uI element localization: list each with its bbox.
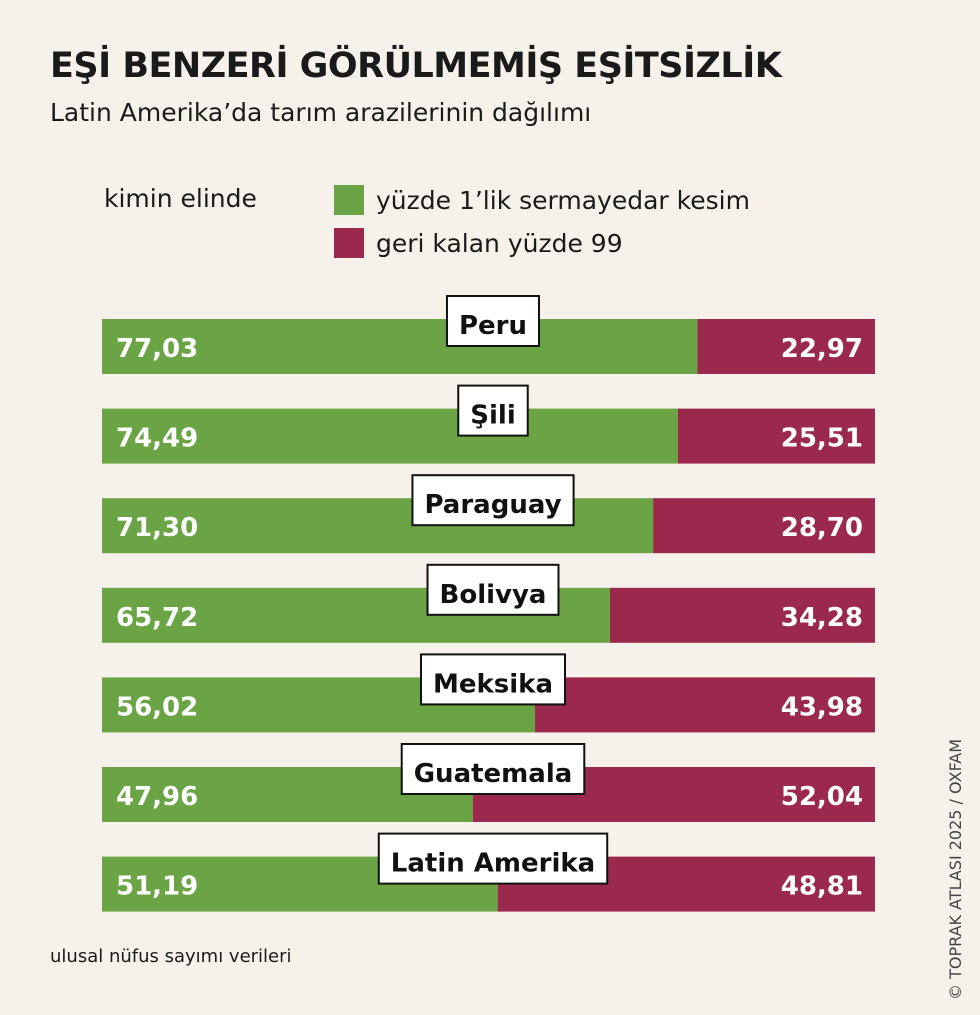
- bar-rest99: [697, 319, 875, 374]
- chart-title: EŞİ BENZERİ GÖRÜLMEMİŞ EŞİTSİZLİK: [50, 46, 782, 86]
- legend-text: yüzde 1’lik sermayedar kesim: [376, 185, 750, 215]
- value-label-rest99: 34,28: [781, 603, 863, 633]
- value-label-rest99: 28,70: [781, 513, 863, 543]
- legend-item-top1: yüzde 1’lik sermayedar kesim: [334, 185, 750, 215]
- category-label: Şili: [470, 401, 515, 431]
- bar-rest99: [677, 408, 875, 464]
- value-label-top1: 74,49: [116, 424, 198, 454]
- chart-subtitle: Latin Amerika’da tarım arazilerinin dağı…: [50, 98, 592, 127]
- category-label: Meksika: [433, 669, 553, 699]
- value-label-top1: 47,96: [116, 782, 198, 812]
- category-label: Latin Amerika: [391, 849, 595, 879]
- category-label: Paraguay: [424, 490, 561, 520]
- value-label-rest99: 43,98: [781, 692, 863, 722]
- bar-rest99: [653, 498, 875, 554]
- bar-rest99: [535, 677, 875, 733]
- legend-text: geri kalan yüzde 99: [376, 228, 623, 258]
- value-label-top1: 65,72: [116, 603, 198, 633]
- value-label-rest99: 48,81: [781, 872, 863, 902]
- value-label-top1: 77,03: [116, 334, 198, 364]
- source-note: ulusal nüfus sayımı verileri: [50, 946, 292, 967]
- legend-label: kimin elinde: [104, 184, 257, 213]
- value-label-top1: 56,02: [116, 692, 198, 722]
- category-label-box: [400, 743, 586, 795]
- category-label-box: [426, 563, 560, 616]
- category-label: Peru: [459, 311, 527, 341]
- category-label: Bolivya: [440, 580, 547, 610]
- value-label-rest99: 22,97: [781, 334, 863, 364]
- category-label-box: [377, 832, 609, 885]
- bar-rest99: [610, 587, 875, 643]
- legend-swatch-maroon: [334, 228, 364, 258]
- legend-swatch-green: [334, 185, 364, 215]
- value-label-top1: 71,30: [116, 513, 198, 543]
- category-label-box: [419, 653, 567, 706]
- bar-top1: [102, 408, 678, 464]
- value-label-rest99: 52,04: [781, 782, 863, 812]
- category-label-box: [445, 295, 541, 347]
- credit: © TOPRAK ATLASI 2025 / OXFAM: [946, 738, 965, 1000]
- value-label-top1: 51,19: [116, 872, 198, 902]
- category-label-box: [457, 384, 529, 437]
- category-label-box: [411, 474, 575, 527]
- legend-item-rest99: geri kalan yüzde 99: [334, 228, 623, 258]
- category-label: Guatemala: [414, 759, 573, 789]
- value-label-rest99: 25,51: [781, 424, 863, 454]
- bar-top1: [102, 319, 698, 374]
